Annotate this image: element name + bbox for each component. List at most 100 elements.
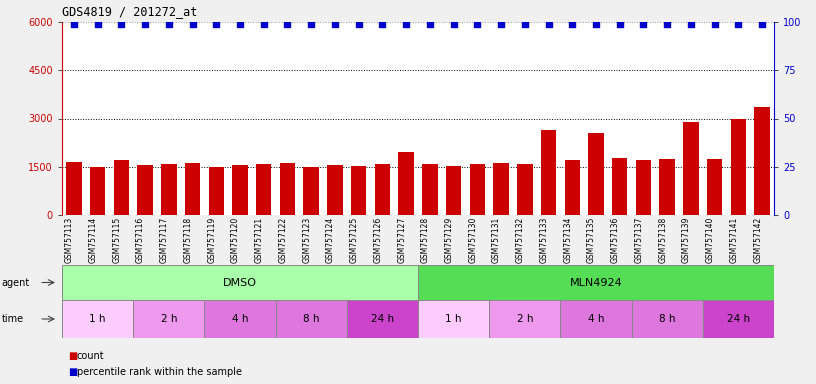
Text: GSM757130: GSM757130 (468, 217, 477, 263)
Point (376, 21, 389, 27)
Text: GSM757137: GSM757137 (635, 217, 644, 263)
Text: 24 h: 24 h (727, 314, 750, 324)
Bar (137, 165, 153, 215)
Point (494, 21, 508, 27)
Text: GSM757131: GSM757131 (492, 217, 501, 263)
Text: GSM757125: GSM757125 (350, 217, 359, 263)
Bar (707, 159, 722, 215)
Bar (446, 166, 461, 215)
Bar (256, 164, 272, 215)
Bar (304, 167, 319, 215)
Text: GSM757142: GSM757142 (753, 217, 762, 263)
Text: GSM757118: GSM757118 (184, 217, 193, 263)
Bar (632, 300, 703, 338)
Text: 8 h: 8 h (303, 314, 319, 324)
Text: MLN4924: MLN4924 (570, 278, 623, 288)
Bar (161, 164, 176, 215)
Text: GSM757124: GSM757124 (326, 217, 335, 263)
Point (542, 21, 555, 27)
Point (68, 21, 81, 27)
Point (589, 21, 602, 27)
Point (613, 21, 626, 27)
Bar (347, 300, 418, 338)
Text: GSM757133: GSM757133 (539, 217, 548, 263)
Text: 24 h: 24 h (370, 314, 394, 324)
Text: agent: agent (2, 278, 30, 288)
Point (708, 21, 721, 27)
Bar (683, 122, 698, 215)
Text: GSM757113: GSM757113 (64, 217, 74, 263)
Point (732, 21, 745, 27)
Text: ■: ■ (69, 351, 78, 361)
Bar (276, 300, 347, 338)
Text: GSM757132: GSM757132 (516, 217, 525, 263)
Point (661, 21, 674, 27)
Bar (636, 160, 651, 215)
Text: 4 h: 4 h (232, 314, 248, 324)
Text: GSM757128: GSM757128 (421, 217, 430, 263)
Text: GSM757119: GSM757119 (207, 217, 216, 263)
Point (91, 21, 104, 27)
Point (233, 21, 246, 27)
Text: GSM757123: GSM757123 (302, 217, 311, 263)
Bar (517, 164, 533, 215)
Text: percentile rank within the sample: percentile rank within the sample (77, 367, 242, 377)
Point (210, 21, 223, 27)
Point (115, 21, 128, 27)
Text: 4 h: 4 h (588, 314, 605, 324)
Bar (541, 130, 557, 215)
Text: GSM757127: GSM757127 (397, 217, 406, 263)
Text: GSM757116: GSM757116 (136, 217, 145, 263)
Text: GSM757126: GSM757126 (374, 217, 383, 263)
Text: ■: ■ (69, 367, 78, 377)
Text: GSM757134: GSM757134 (563, 217, 572, 263)
Bar (327, 165, 343, 215)
Text: time: time (2, 314, 24, 324)
Text: GSM757115: GSM757115 (113, 217, 122, 263)
Point (565, 21, 579, 27)
Text: 2 h: 2 h (161, 314, 177, 324)
Bar (62, 265, 418, 300)
Bar (659, 159, 675, 215)
Text: GSM757136: GSM757136 (610, 217, 619, 263)
Text: GSM757139: GSM757139 (682, 217, 691, 263)
Text: 1 h: 1 h (446, 314, 462, 324)
Point (424, 21, 437, 27)
Bar (418, 265, 774, 300)
Bar (755, 107, 769, 215)
Point (281, 21, 294, 27)
Bar (351, 166, 366, 215)
Bar (490, 300, 561, 338)
Bar (588, 133, 604, 215)
Text: GSM757141: GSM757141 (730, 217, 738, 263)
Point (471, 21, 484, 27)
Point (162, 21, 175, 27)
Text: GSM757138: GSM757138 (659, 217, 667, 263)
Point (328, 21, 341, 27)
Point (447, 21, 460, 27)
Point (756, 21, 769, 27)
Text: GSM757117: GSM757117 (160, 217, 169, 263)
Bar (703, 300, 774, 338)
Bar (184, 163, 200, 215)
Text: 2 h: 2 h (517, 314, 533, 324)
Text: GSM757121: GSM757121 (255, 217, 264, 263)
Text: GDS4819 / 201272_at: GDS4819 / 201272_at (62, 5, 197, 18)
Bar (565, 160, 580, 215)
Bar (280, 163, 295, 215)
Bar (612, 158, 628, 215)
Point (400, 21, 413, 27)
Text: GSM757122: GSM757122 (278, 217, 287, 263)
Bar (62, 300, 133, 338)
Text: GSM757114: GSM757114 (89, 217, 98, 263)
Point (257, 21, 270, 27)
Text: 1 h: 1 h (89, 314, 106, 324)
Text: GSM757129: GSM757129 (445, 217, 454, 263)
Bar (90, 167, 105, 215)
Bar (375, 164, 390, 215)
Bar (730, 119, 746, 215)
Text: GSM757120: GSM757120 (231, 217, 240, 263)
Bar (418, 300, 490, 338)
Bar (470, 164, 485, 215)
Text: DMSO: DMSO (223, 278, 257, 288)
